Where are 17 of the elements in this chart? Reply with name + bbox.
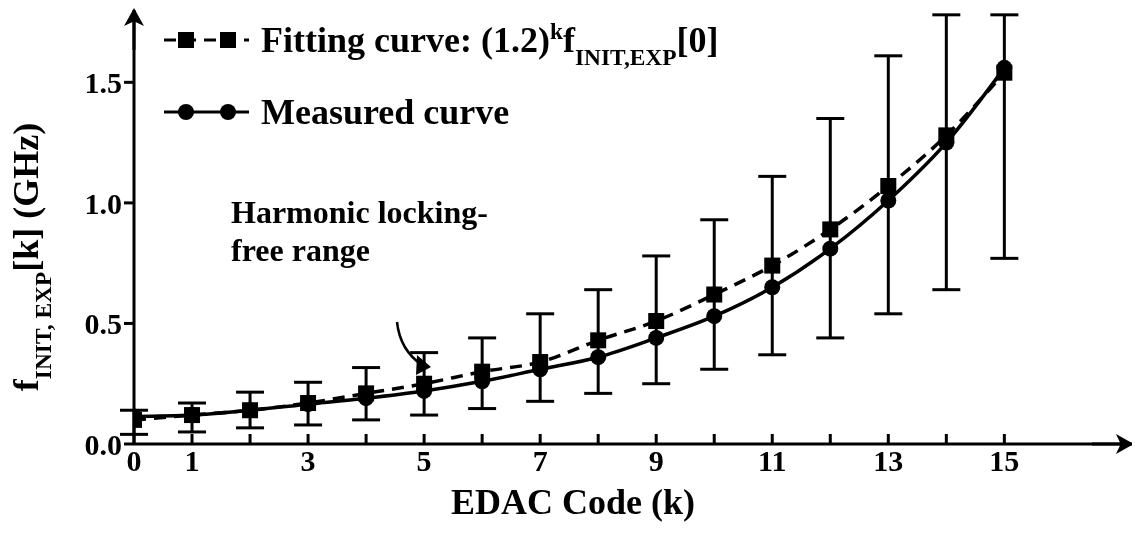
x-tick-label: 11 [758,444,787,478]
legend-label: Fitting curve: (1.2)$^{k}$f$_{INIT,EXP}$[0] [261,18,719,70]
annotation: Harmonic locking- free range [231,194,488,268]
y-tick-label: 0.0 [84,427,122,461]
y-tick-label: 1.5 [84,65,122,99]
x-tick-label: 5 [416,444,432,478]
y-tick-label: 0.5 [84,307,122,341]
x-tick-label: 9 [648,444,664,478]
x-tick-label: 13 [873,444,904,478]
x-tick-label: 1 [184,444,200,478]
legend-label: Measured curve [261,92,510,132]
x-axis-title: EDAC Code (k) [450,482,696,522]
x-tick-label: 3 [300,444,316,478]
x-tick-label: 7 [532,444,548,478]
x-tick-label: 15 [989,444,1020,478]
x-tick-label: 0 [126,444,142,478]
y-tick-label: 1.0 [84,186,122,220]
